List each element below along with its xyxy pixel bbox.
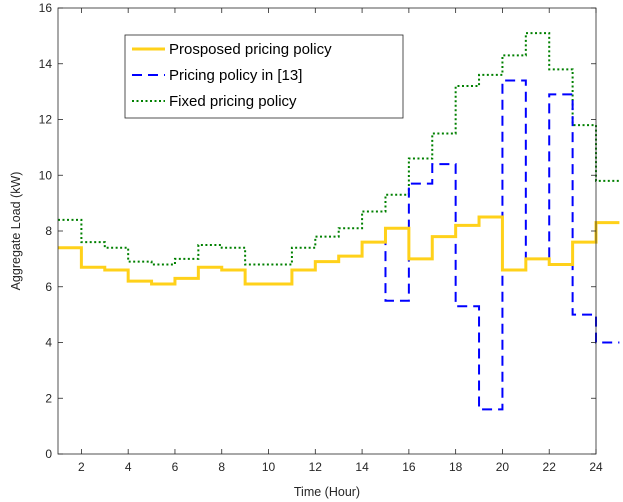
legend-label-2: Pricing policy in [13] — [169, 67, 302, 84]
x-tick-label: 12 — [309, 460, 323, 474]
y-tick-label: 2 — [45, 391, 52, 405]
legend: Prosposed pricing policy Pricing policy i… — [124, 34, 404, 119]
x-tick-label: 8 — [218, 460, 225, 474]
x-tick-label: 14 — [355, 460, 369, 474]
x-axis-title: Time (Hour) — [294, 485, 360, 499]
series-layer — [58, 32, 620, 411]
legend-label-1: Prosposed pricing policy — [169, 41, 332, 58]
y-tick-label: 0 — [45, 447, 52, 461]
x-tick-label: 24 — [589, 460, 603, 474]
y-tick-label: 12 — [39, 113, 53, 127]
x-tick-label: 10 — [262, 460, 276, 474]
x-tick-label: 22 — [543, 460, 557, 474]
y-tick-label: 6 — [45, 280, 52, 294]
x-tick-label: 4 — [125, 460, 132, 474]
x-tick-label: 6 — [172, 460, 179, 474]
series-line-1 — [58, 215, 620, 286]
y-tick-label: 16 — [39, 1, 53, 15]
y-tick-label: 10 — [39, 168, 53, 182]
x-tick-label: 18 — [449, 460, 463, 474]
legend-box — [124, 34, 404, 119]
y-axis-title: Aggregate Load (kW) — [9, 172, 23, 291]
y-tick-label: 14 — [39, 57, 53, 71]
x-tick-label: 2 — [78, 460, 85, 474]
legend-label-3: Fixed pricing policy — [169, 93, 297, 110]
x-tick-label: 16 — [402, 460, 416, 474]
x-tick-label: 20 — [496, 460, 510, 474]
y-tick-label: 4 — [45, 336, 52, 350]
y-tick-label: 8 — [45, 224, 52, 238]
series-line-3 — [58, 32, 620, 266]
